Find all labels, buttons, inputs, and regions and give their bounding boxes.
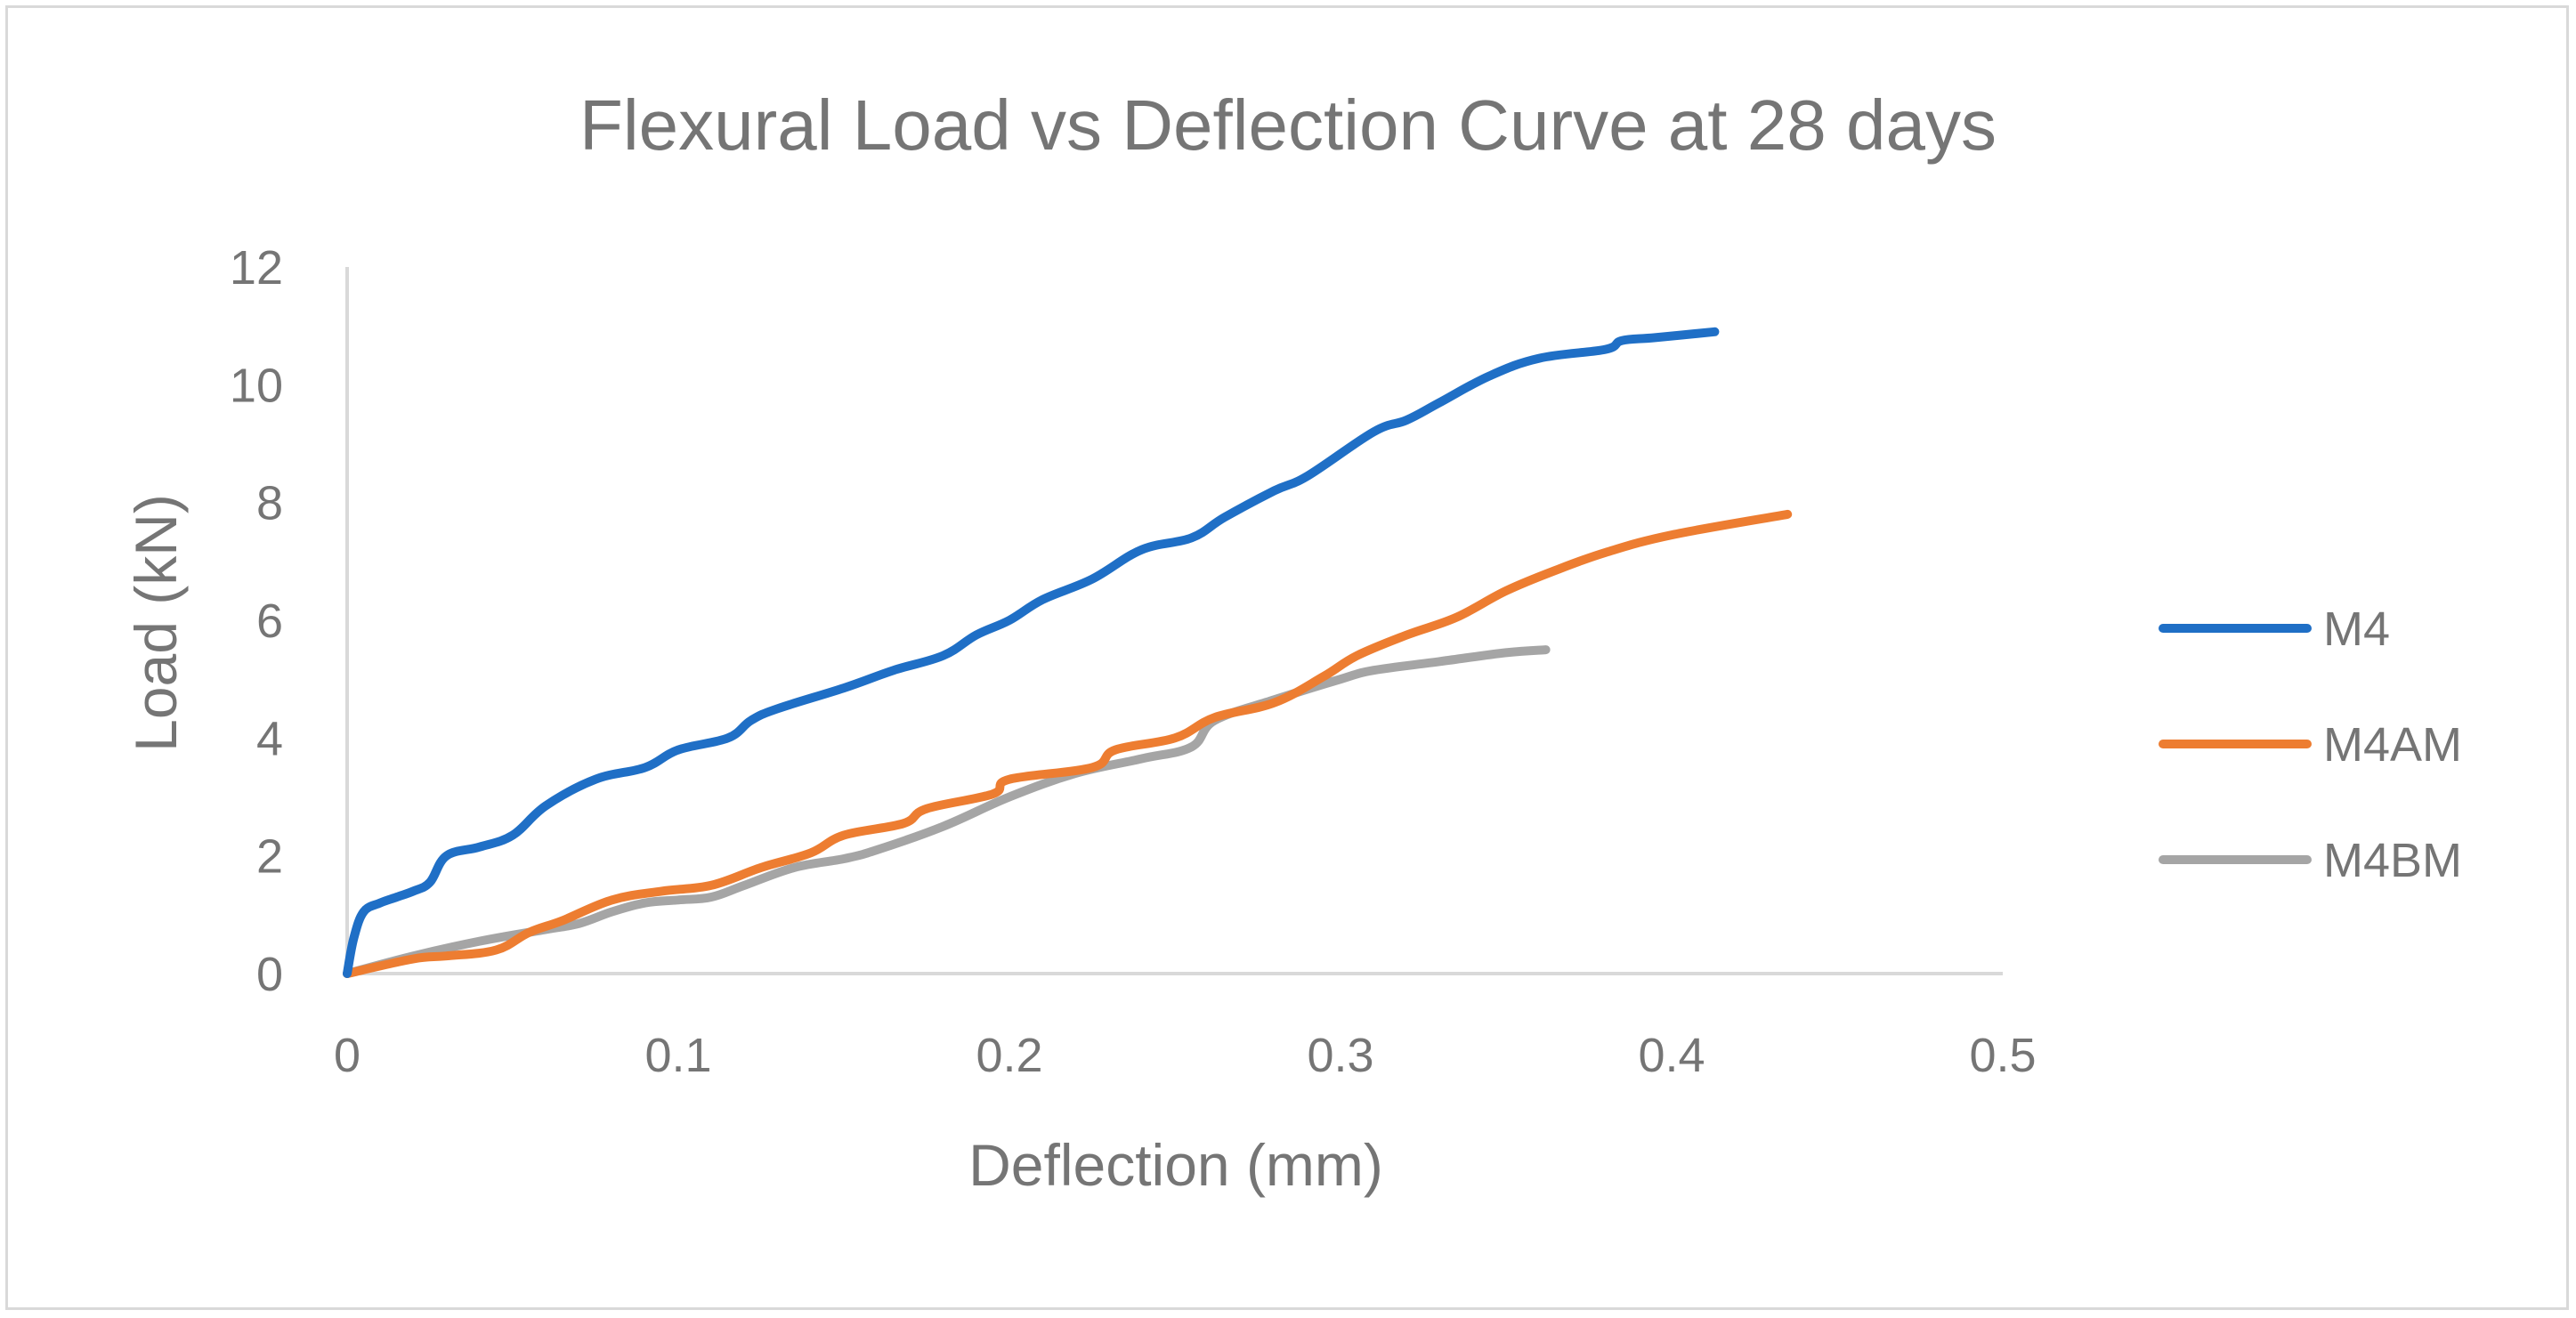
legend-label-m4bm: M4BM [2323, 834, 2462, 887]
series-line-m4 [343, 327, 1720, 978]
x-tick-label: 0.1 [644, 1029, 711, 1082]
chart-title: Flexural Load vs Deflection Curve at 28 … [579, 85, 1997, 165]
x-tick-label: 0.3 [1307, 1029, 1373, 1082]
x-tick-label: 0.5 [1969, 1029, 2036, 1082]
y-axis-title: Load (kN) [123, 494, 189, 752]
y-tick-label: 0 [256, 948, 283, 1001]
y-tick-label: 6 [256, 594, 283, 648]
x-tick-label: 0.2 [976, 1029, 1042, 1082]
x-tick-label: 0 [334, 1029, 360, 1082]
x-tick-labels: 0 0.1 0.2 0.3 0.4 0.5 [334, 1029, 2037, 1082]
legend-label-m4: M4 [2323, 602, 2390, 656]
y-tick-labels: 0 2 4 6 8 10 12 [230, 241, 283, 1001]
y-tick-label: 12 [230, 241, 283, 295]
axes [345, 267, 2003, 975]
y-tick-label: 10 [230, 359, 283, 412]
plot-area [343, 327, 1793, 978]
legend-label-m4am: M4AM [2323, 718, 2462, 772]
x-tick-label: 0.4 [1638, 1029, 1705, 1082]
chart-frame [5, 5, 2569, 1310]
y-tick-label: 2 [256, 830, 283, 884]
y-tick-label: 8 [256, 477, 283, 530]
y-tick-label: 4 [256, 712, 283, 765]
series-line-m4bm [343, 645, 1551, 978]
series-line-m4am [343, 509, 1793, 978]
x-axis-title: Deflection (mm) [968, 1132, 1383, 1198]
legend: M4 M4AM M4BM [2159, 602, 2462, 887]
